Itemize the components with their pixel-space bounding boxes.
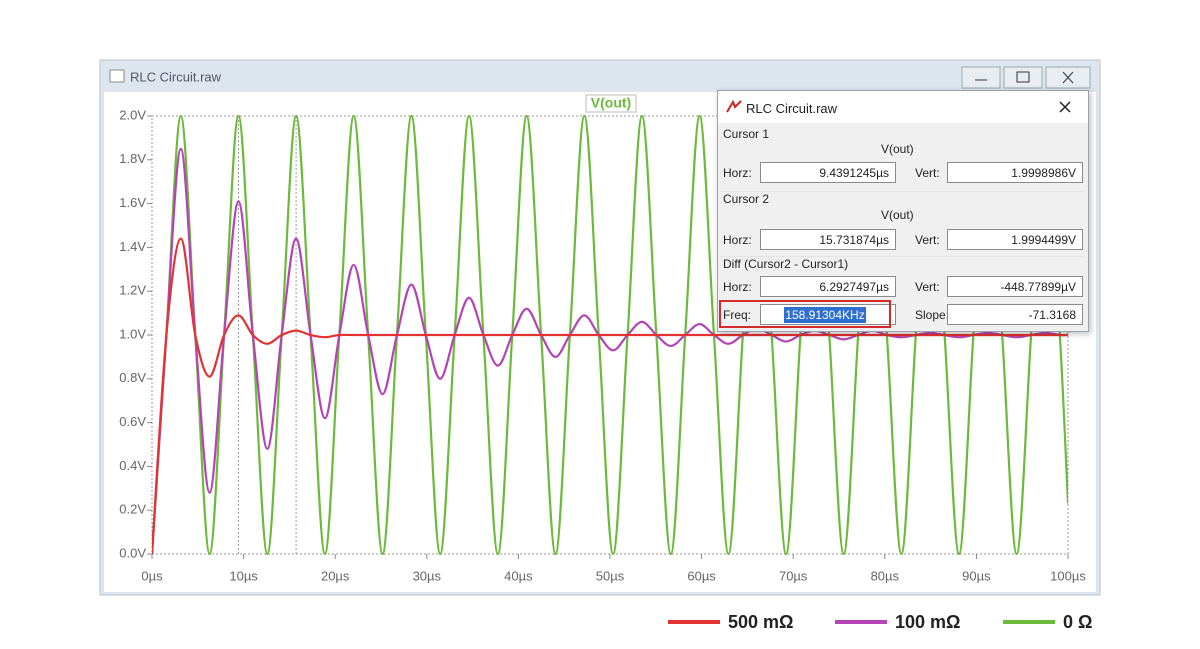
x-tick-label: 100µs — [1050, 568, 1086, 583]
trace-name: V(out) — [881, 142, 914, 156]
section-heading: Cursor 1 — [723, 127, 769, 141]
y-tick-label: 2.0V — [119, 107, 146, 122]
minimize-button[interactable] — [962, 67, 1000, 88]
section-divider — [720, 191, 1084, 192]
y-tick-label: 0.4V — [119, 458, 146, 473]
dialog-title-bar: RLC Circuit.raw — [718, 91, 1088, 123]
field-value: 6.2927497µs — [760, 276, 896, 297]
field-label: Vert: — [915, 166, 940, 180]
y-tick-label: 0.0V — [119, 545, 146, 560]
field-value: -71.3168 — [947, 304, 1083, 325]
field-label: Slope: — [915, 308, 949, 322]
x-tick-label: 80µs — [871, 568, 900, 583]
field-value: 1.9998986V — [947, 162, 1083, 183]
x-tick-label: 10µs — [229, 568, 258, 583]
x-tick-label: 0µs — [141, 568, 163, 583]
field-label: Vert: — [915, 233, 940, 247]
x-tick-label: 70µs — [779, 568, 808, 583]
section-heading: Diff (Cursor2 - Cursor1) — [723, 257, 848, 271]
y-tick-label: 1.0V — [119, 326, 146, 341]
x-tick-label: 20µs — [321, 568, 350, 583]
y-tick-label: 0.2V — [119, 502, 146, 517]
x-tick-label: 90µs — [962, 568, 991, 583]
field-label: Horz: — [723, 280, 752, 294]
field-value: 1.9994499V — [947, 229, 1083, 250]
window-title: RLC Circuit.raw — [130, 69, 222, 84]
maximize-button[interactable] — [1004, 67, 1042, 88]
field-value: 15.731874µs — [760, 229, 896, 250]
x-tick-label: 30µs — [413, 568, 442, 583]
cursor-dialog: RLC Circuit.raw Cursor 1 V(out) Horz: 9.439… — [717, 90, 1089, 332]
field-label: Vert: — [915, 280, 940, 294]
legend-label: 500 mΩ — [728, 612, 793, 632]
dialog-close[interactable] — [1059, 101, 1071, 113]
field-value: -448.77899µV — [947, 276, 1083, 297]
x-tick-label: 40µs — [504, 568, 533, 583]
x-tick-label: 50µs — [596, 568, 625, 583]
section-heading: Cursor 2 — [723, 192, 769, 206]
y-tick-label: 0.8V — [119, 370, 146, 385]
field-label: Horz: — [723, 233, 752, 247]
trace-label: V(out) — [591, 95, 631, 111]
field-label: Horz: — [723, 166, 752, 180]
highlight-box — [719, 300, 891, 328]
y-tick-label: 0.6V — [119, 414, 146, 429]
dialog-icon — [726, 100, 742, 114]
legend-label: 100 mΩ — [895, 612, 960, 632]
y-tick-label: 1.2V — [119, 283, 146, 298]
legend-label: 0 Ω — [1063, 612, 1092, 632]
window-icon — [110, 70, 124, 82]
y-tick-label: 1.4V — [119, 239, 146, 254]
y-tick-label: 1.8V — [119, 151, 146, 166]
field-value: 9.4391245µs — [760, 162, 896, 183]
y-tick-label: 1.6V — [119, 195, 146, 210]
dialog-title: RLC Circuit.raw — [746, 101, 837, 116]
trace-name: V(out) — [881, 208, 914, 222]
x-tick-label: 60µs — [687, 568, 716, 583]
